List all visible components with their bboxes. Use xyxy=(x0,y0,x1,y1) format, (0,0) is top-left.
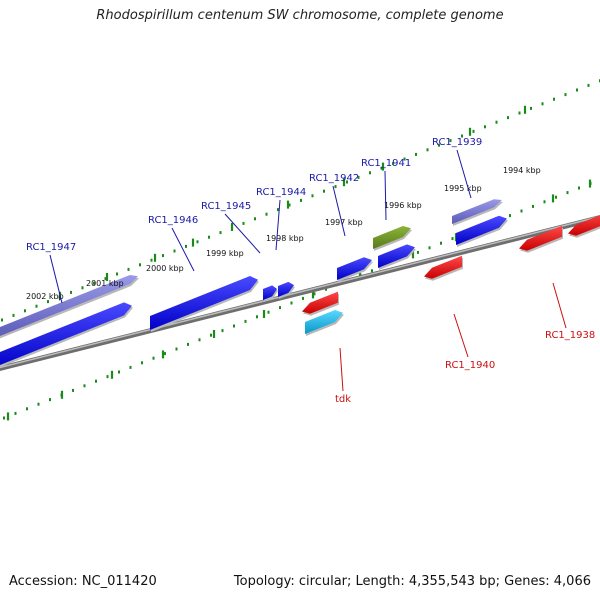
gene-label: RC1_1945 xyxy=(201,201,251,212)
gene-rc1-1940 xyxy=(424,255,463,281)
gene-rc1-1942 xyxy=(337,257,373,282)
gene-body xyxy=(452,199,502,224)
gene-body xyxy=(0,275,138,336)
gene-label: tdk xyxy=(335,394,351,405)
gene-rc1-1941-cds xyxy=(378,244,416,270)
accession-text: Accession: NC_011420 xyxy=(9,574,157,589)
scale-label: 1995 kbp xyxy=(444,184,482,193)
gene-label: RC1_1938 xyxy=(545,330,595,341)
gene-rc1-1947 xyxy=(0,275,139,339)
scale-label: 1997 kbp xyxy=(325,218,363,227)
gene-label-leader xyxy=(456,149,472,199)
gene-label-leader xyxy=(453,313,469,358)
gene-body xyxy=(456,215,507,245)
gene-label-leader xyxy=(49,254,63,304)
gene-rc1-1939 xyxy=(456,215,508,247)
gene-body xyxy=(519,225,562,251)
gene-label: RC1_1940 xyxy=(445,360,495,371)
gene-body xyxy=(337,257,372,280)
gene-label-leader xyxy=(224,213,261,254)
gene-tdk-cyan xyxy=(305,310,344,336)
genome-title: Rhodospirillum centenum SW chromosome, c… xyxy=(96,8,504,23)
gene-rc1-1945 xyxy=(263,285,278,302)
gene-tdk xyxy=(302,291,339,316)
upper-scale-line xyxy=(1,79,600,322)
gene-label-leader xyxy=(332,185,346,237)
gene-label-leader xyxy=(552,282,567,329)
scale-label: 1999 kbp xyxy=(206,249,244,258)
gene-label: RC1_1941 xyxy=(361,158,411,169)
chromosome-backbone xyxy=(0,214,600,372)
gene-label-leader xyxy=(171,227,195,272)
gene-label: RC1_1939 xyxy=(432,137,482,148)
gene-label: RC1_1944 xyxy=(256,187,306,198)
gene-body xyxy=(568,215,600,236)
gene-body xyxy=(305,310,343,334)
gene-body xyxy=(278,281,294,297)
gene-label-leader xyxy=(384,170,387,221)
gene-rc1-1941 xyxy=(373,226,412,251)
gene-rc1-1946 xyxy=(150,276,259,332)
chromosome-backbone-highlight xyxy=(0,215,600,369)
gene-body xyxy=(373,226,411,249)
gene-body xyxy=(302,291,338,314)
gene-body xyxy=(0,302,132,365)
gene-label: RC1_1946 xyxy=(148,215,198,226)
gene-rc1-1938-partial xyxy=(568,215,600,238)
gene-rc1-1939-rna xyxy=(452,199,503,226)
gene-rc1-1938 xyxy=(519,225,563,253)
gene-rc1-1947-cds xyxy=(0,302,133,368)
gene-rc1-1944 xyxy=(278,281,295,299)
gene-body xyxy=(263,285,277,300)
scale-label: 1998 kbp xyxy=(266,234,304,243)
gene-body xyxy=(150,276,258,330)
gene-label: RC1_1942 xyxy=(309,173,359,184)
scale-label: 2001 kbp xyxy=(86,279,124,288)
gene-label-leader xyxy=(339,347,344,392)
topology-text: Topology: circular; Length: 4,355,543 bp… xyxy=(233,574,591,589)
scale-label: 1996 kbp xyxy=(384,201,422,210)
scale-label: 1994 kbp xyxy=(503,166,541,175)
scale-label: 2002 kbp xyxy=(26,292,64,301)
gene-body xyxy=(378,244,415,268)
gene-label-leader xyxy=(275,199,281,251)
gene-label: RC1_1947 xyxy=(26,242,76,253)
gene-body xyxy=(424,255,462,279)
scale-label: 2000 kbp xyxy=(146,264,184,273)
